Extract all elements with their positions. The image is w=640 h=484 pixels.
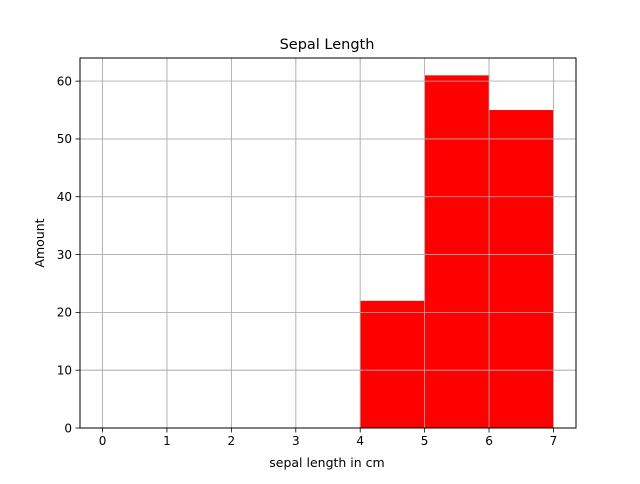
x-tick-label: 2: [228, 434, 236, 448]
y-tick-label: 30: [57, 248, 72, 262]
plot-frame: [79, 57, 577, 429]
y-tick-label: 20: [57, 306, 72, 320]
histogram-bar: [424, 75, 490, 428]
x-tick-label: 4: [356, 434, 364, 448]
y-tick-label: 60: [57, 74, 72, 88]
x-tick-label: 6: [485, 434, 493, 448]
y-tick-label: 0: [64, 421, 72, 435]
y-tick-label: 50: [57, 132, 72, 146]
y-axis-label: Amount: [32, 218, 47, 267]
y-tick-label: 40: [57, 190, 72, 204]
x-axis-ticks: 0 1 2 3 4 5 6 7: [99, 428, 558, 448]
histogram-bar: [360, 300, 425, 428]
y-axis-ticks: 0 10 20 30 40 50 60: [57, 74, 80, 435]
x-tick-label: 3: [292, 434, 300, 448]
histogram-bar: [489, 110, 554, 428]
y-tick-label: 10: [57, 363, 72, 377]
x-tick-label: 7: [550, 434, 558, 448]
x-tick-label: 1: [163, 434, 171, 448]
x-tick-label: 5: [421, 434, 429, 448]
x-tick-label: 0: [99, 434, 107, 448]
histogram-bars: [80, 58, 576, 429]
chart-title: Sepal Length: [280, 37, 375, 53]
x-axis-label: sepal length in cm: [269, 455, 384, 470]
